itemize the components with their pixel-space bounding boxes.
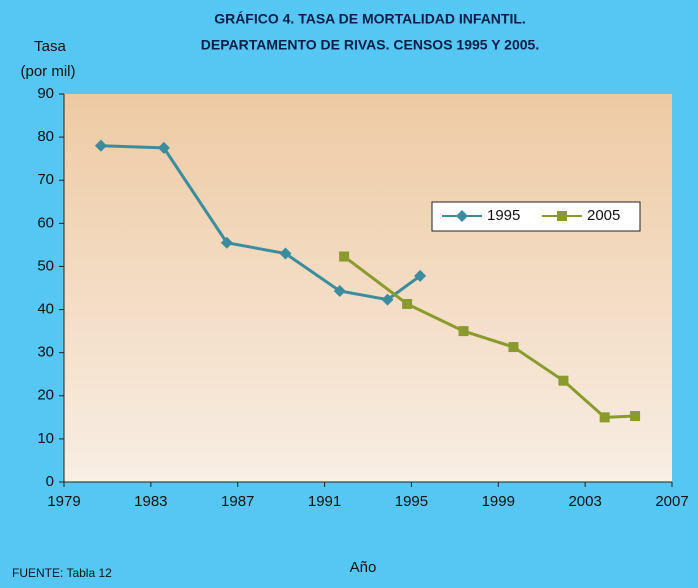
y-tick-label: 70 [37,171,54,188]
marker [381,293,394,306]
y-tick-label: 40 [37,301,54,318]
marker [630,411,641,422]
marker [558,375,569,386]
x-tick-label: 1987 [221,493,254,510]
y-tick-label: 20 [37,387,54,404]
y-tick-label: 0 [46,473,54,490]
y-axis-label: Tasa [34,38,66,55]
marker [333,285,346,298]
marker [508,342,519,353]
x-tick-label: 2003 [568,493,601,510]
marker [279,247,292,260]
legend-label: 2005 [587,207,620,224]
y-tick-label: 60 [37,214,54,231]
x-tick-label: 1983 [134,493,167,510]
chart-title: DEPARTAMENTO DE RIVAS. CENSOS 1995 Y 200… [201,37,539,53]
marker [456,210,468,222]
y-tick-label: 80 [37,128,54,145]
x-axis-label: Año [350,559,377,576]
chart-title: GRÁFICO 4. TASA DE MORTALIDAD INFANTIL. [214,11,526,27]
marker [402,298,413,309]
x-tick-label: 1995 [395,493,428,510]
marker [458,326,469,337]
x-tick-label: 1991 [308,493,341,510]
plot-area [64,94,672,482]
y-tick-label: 30 [37,344,54,361]
y-axis-label: (por mil) [21,63,76,80]
x-tick-label: 2007 [655,493,688,510]
marker [220,236,233,249]
marker [414,269,427,282]
marker [557,211,567,221]
marker [157,141,170,154]
x-tick-label: 1979 [47,493,80,510]
marker [94,139,107,152]
legend-label: 1995 [487,207,520,224]
source: FUENTE: Tabla 12 [12,566,112,580]
y-tick-label: 90 [37,85,54,102]
marker [599,412,610,423]
y-tick-label: 10 [37,430,54,447]
y-tick-label: 50 [37,257,54,274]
x-tick-label: 1999 [482,493,515,510]
marker [339,251,350,262]
